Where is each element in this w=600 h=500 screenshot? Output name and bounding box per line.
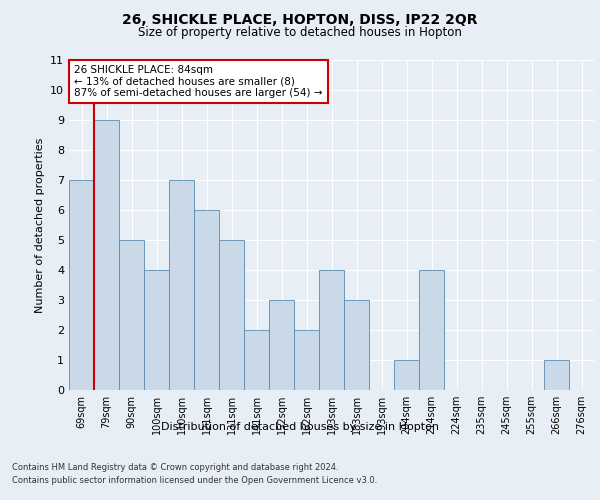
Bar	[144, 270, 169, 390]
Bar	[119, 240, 144, 390]
Bar	[69, 180, 94, 390]
Text: 26, SHICKLE PLACE, HOPTON, DISS, IP22 2QR: 26, SHICKLE PLACE, HOPTON, DISS, IP22 2Q…	[122, 12, 478, 26]
Text: Contains HM Land Registry data © Crown copyright and database right 2024.: Contains HM Land Registry data © Crown c…	[12, 462, 338, 471]
Bar	[544, 360, 569, 390]
Bar	[169, 180, 194, 390]
Text: Contains public sector information licensed under the Open Government Licence v3: Contains public sector information licen…	[12, 476, 377, 485]
Bar	[344, 300, 369, 390]
Bar	[319, 270, 344, 390]
Bar	[244, 330, 269, 390]
Bar	[419, 270, 444, 390]
Bar	[269, 300, 294, 390]
Bar	[294, 330, 319, 390]
Text: Size of property relative to detached houses in Hopton: Size of property relative to detached ho…	[138, 26, 462, 39]
Y-axis label: Number of detached properties: Number of detached properties	[35, 138, 44, 312]
Text: Distribution of detached houses by size in Hopton: Distribution of detached houses by size …	[161, 422, 439, 432]
Bar	[194, 210, 219, 390]
Bar	[94, 120, 119, 390]
Bar	[394, 360, 419, 390]
Bar	[219, 240, 244, 390]
Text: 26 SHICKLE PLACE: 84sqm
← 13% of detached houses are smaller (8)
87% of semi-det: 26 SHICKLE PLACE: 84sqm ← 13% of detache…	[74, 65, 323, 98]
